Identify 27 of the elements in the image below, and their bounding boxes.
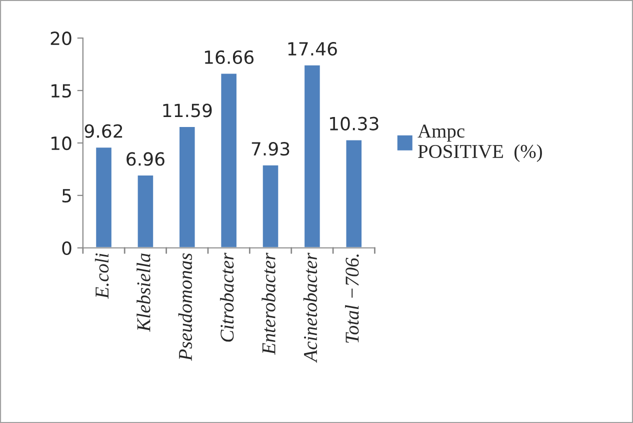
data-label: 17.46: [288, 42, 337, 56]
data-label: 16.66: [204, 50, 254, 64]
bar: [178, 126, 196, 248]
data-label: 10.33: [330, 116, 378, 130]
x-tick-label: E.coli: [94, 253, 109, 299]
x-tick-label: Acinetobacter: [303, 252, 318, 363]
bar: [303, 64, 322, 248]
data-label: 9.62: [84, 124, 122, 138]
bar: [261, 164, 280, 248]
y-tick-label: 0: [62, 241, 72, 255]
bar: [344, 138, 363, 248]
bar: [136, 174, 154, 248]
data-label: 7.93: [252, 142, 290, 156]
x-tick-label: Total −706.: [345, 254, 359, 343]
y-tick-label: 10: [52, 136, 72, 150]
data-label: 6.96: [126, 152, 164, 166]
bar: [220, 72, 238, 248]
y-tick-label: 5: [62, 189, 71, 203]
x-tick-label: Enterobacter: [262, 252, 276, 355]
legend-label: Ampc POSITIVE (%): [418, 124, 542, 162]
bar: [94, 146, 113, 248]
data-label: 11.59: [163, 104, 212, 118]
x-tick-label: Klebsiella: [136, 253, 150, 332]
x-tick-label: Pseudomonas: [178, 253, 192, 361]
y-tick-label: 20: [50, 32, 72, 46]
y-tick-label: 15: [52, 84, 71, 98]
x-tick-label: Citrobacter: [220, 252, 234, 342]
